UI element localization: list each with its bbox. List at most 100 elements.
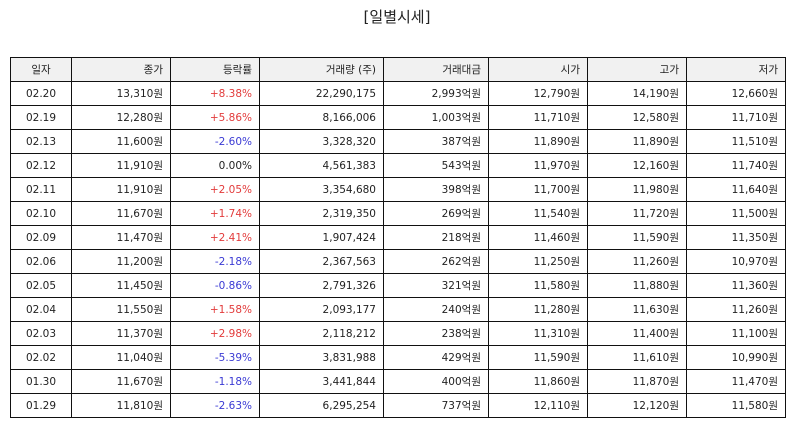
cell-date: 02.11 [11,178,72,202]
cell-change: -2.60% [171,130,260,154]
cell-close: 11,200원 [72,250,171,274]
cell-volume: 2,093,177 [260,298,384,322]
cell-high: 12,120원 [588,394,687,418]
table-row: 02.10 11,670원 +1.74% 2,319,350 269억원 11,540원 1… [11,202,786,226]
table-row: 02.06 11,200원 -2.18% 2,367,563 262억원 11,250원 1… [11,250,786,274]
cell-date: 02.12 [11,154,72,178]
cell-volume: 2,118,212 [260,322,384,346]
cell-low: 11,580원 [687,394,786,418]
cell-open: 11,700원 [489,178,588,202]
cell-close: 11,450원 [72,274,171,298]
cell-low: 11,100원 [687,322,786,346]
header-date: 일자 [11,58,72,82]
cell-amount: 737억원 [384,394,489,418]
header-low: 저가 [687,58,786,82]
cell-open: 11,310원 [489,322,588,346]
cell-amount: 269억원 [384,202,489,226]
cell-date: 02.09 [11,226,72,250]
cell-low: 10,970원 [687,250,786,274]
cell-close: 12,280원 [72,106,171,130]
header-open: 시가 [489,58,588,82]
cell-open: 12,790원 [489,82,588,106]
cell-change: +1.74% [171,202,260,226]
cell-date: 02.13 [11,130,72,154]
cell-close: 11,550원 [72,298,171,322]
cell-low: 11,360원 [687,274,786,298]
cell-amount: 1,003억원 [384,106,489,130]
cell-high: 12,160원 [588,154,687,178]
cell-volume: 4,561,383 [260,154,384,178]
table-row: 02.19 12,280원 +5.86% 8,166,006 1,003억원 11,710… [11,106,786,130]
cell-low: 11,710원 [687,106,786,130]
cell-date: 02.05 [11,274,72,298]
cell-amount: 2,993억원 [384,82,489,106]
cell-low: 11,470원 [687,370,786,394]
cell-high: 11,980원 [588,178,687,202]
cell-change: +1.58% [171,298,260,322]
cell-amount: 321억원 [384,274,489,298]
table-row: 02.13 11,600원 -2.60% 3,328,320 387억원 11,890원 1… [11,130,786,154]
cell-volume: 1,907,424 [260,226,384,250]
cell-low: 12,660원 [687,82,786,106]
header-volume: 거래량 (주) [260,58,384,82]
cell-volume: 8,166,006 [260,106,384,130]
cell-amount: 238억원 [384,322,489,346]
table-body: 02.20 13,310원 +8.38% 22,290,175 2,993억원 12,79… [11,82,786,418]
cell-change: -2.18% [171,250,260,274]
cell-high: 11,590원 [588,226,687,250]
cell-open: 11,280원 [489,298,588,322]
header-high: 고가 [588,58,687,82]
cell-amount: 400억원 [384,370,489,394]
header-amount: 거래대금 [384,58,489,82]
cell-date: 02.03 [11,322,72,346]
cell-amount: 240억원 [384,298,489,322]
table-row: 02.11 11,910원 +2.05% 3,354,680 398억원 11,700원 1… [11,178,786,202]
cell-amount: 429억원 [384,346,489,370]
cell-high: 11,630원 [588,298,687,322]
cell-open: 12,110원 [489,394,588,418]
cell-change: -2.63% [171,394,260,418]
cell-open: 11,580원 [489,274,588,298]
cell-date: 01.29 [11,394,72,418]
header-row: 일자 종가 등락률 거래량 (주) 거래대금 시가 고가 저가 [11,58,786,82]
cell-date: 02.02 [11,346,72,370]
page-title: [일별시세] [0,6,794,28]
cell-high: 11,890원 [588,130,687,154]
cell-date: 02.19 [11,106,72,130]
cell-amount: 262억원 [384,250,489,274]
cell-open: 11,710원 [489,106,588,130]
cell-volume: 6,295,254 [260,394,384,418]
cell-change: -0.86% [171,274,260,298]
cell-change: +2.98% [171,322,260,346]
table-row: 02.20 13,310원 +8.38% 22,290,175 2,993억원 12,79… [11,82,786,106]
cell-low: 11,260원 [687,298,786,322]
cell-low: 11,500원 [687,202,786,226]
cell-change: 0.00% [171,154,260,178]
cell-change: -1.18% [171,370,260,394]
cell-low: 11,350원 [687,226,786,250]
table-row: 02.04 11,550원 +1.58% 2,093,177 240억원 11,280원 1… [11,298,786,322]
cell-open: 11,860원 [489,370,588,394]
cell-high: 11,260원 [588,250,687,274]
table-row: 02.09 11,470원 +2.41% 1,907,424 218억원 11,460원 1… [11,226,786,250]
cell-volume: 22,290,175 [260,82,384,106]
cell-volume: 3,831,988 [260,346,384,370]
cell-high: 11,400원 [588,322,687,346]
cell-change: +2.41% [171,226,260,250]
cell-close: 11,470원 [72,226,171,250]
header-change: 등락률 [171,58,260,82]
header-close: 종가 [72,58,171,82]
cell-open: 11,250원 [489,250,588,274]
daily-price-table: 일자 종가 등락률 거래량 (주) 거래대금 시가 고가 저가 02.20 13,… [10,57,786,418]
cell-change: +5.86% [171,106,260,130]
cell-date: 02.10 [11,202,72,226]
cell-close: 11,670원 [72,202,171,226]
cell-low: 10,990원 [687,346,786,370]
cell-low: 11,640원 [687,178,786,202]
cell-date: 01.30 [11,370,72,394]
cell-close: 13,310원 [72,82,171,106]
cell-close: 11,600원 [72,130,171,154]
cell-amount: 387억원 [384,130,489,154]
cell-low: 11,510원 [687,130,786,154]
